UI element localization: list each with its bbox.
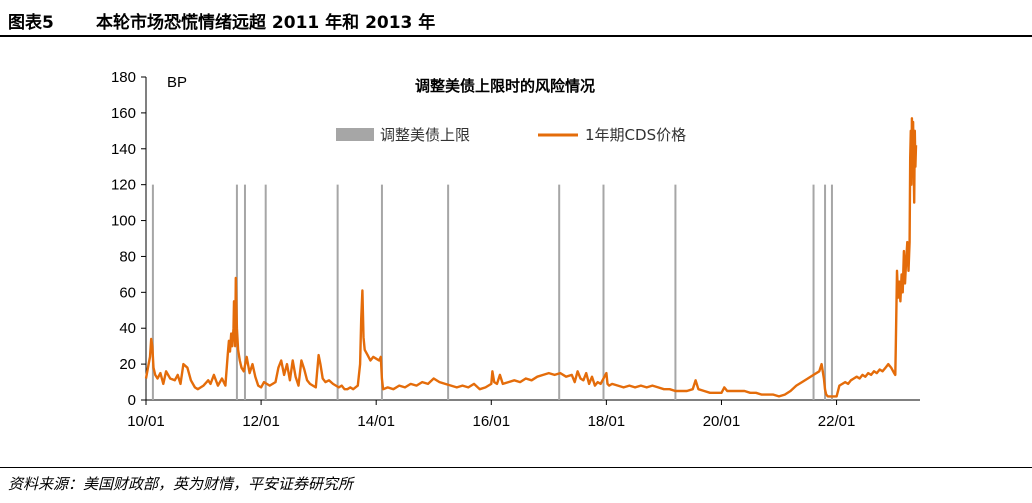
x-tick-label: 12/01 (242, 413, 280, 430)
y-tick-label: 160 (111, 105, 136, 122)
x-tick-label: 16/01 (473, 413, 511, 430)
x-tick-label: 22/01 (818, 413, 856, 430)
cds-series-line (144, 117, 918, 398)
figure-number: 图表5 (8, 13, 54, 33)
debt-ceiling-bars (151, 184, 833, 400)
chart-title: 调整美债上限时的风险情况 (415, 77, 595, 95)
figure-title: 本轮市场恐慌情绪远超 2011 年和 2013 年 (96, 13, 436, 33)
legend-label-cds: 1年期CDS价格 (585, 126, 686, 144)
x-tick-label: 10/01 (127, 413, 165, 430)
source-footer: 资料来源：美国财政部，英为财情，平安证券研究所 (0, 467, 1032, 497)
x-tick-label: 20/01 (703, 413, 741, 430)
y-tick-label: 80 (119, 248, 136, 265)
x-tick-label: 14/01 (357, 413, 395, 430)
legend-label-debt-ceiling: 调整美债上限 (380, 126, 470, 144)
y-axis-unit-label: BP (167, 74, 187, 91)
cds-debt-ceiling-chart: 0 20 40 60 80 100 120 140 160 180 10/01 12/01 14/01 1… (111, 69, 920, 430)
y-tick-label: 140 (111, 141, 136, 158)
cds-line-layer (144, 117, 918, 398)
source-text: 资料来源：美国财政部，英为财情，平安证券研究所 (8, 475, 354, 493)
y-tick-label: 20 (119, 356, 136, 373)
legend: 调整美债上限 1年期CDS价格 (336, 126, 686, 144)
y-tick-label: 180 (111, 69, 136, 86)
figure-header: 图表5 本轮市场恐慌情绪远超 2011 年和 2013 年 (0, 0, 1032, 37)
y-tick-label: 60 (119, 284, 136, 301)
y-tick-label: 0 (128, 392, 136, 409)
y-tick-label: 120 (111, 177, 136, 194)
y-tick-label: 40 (119, 320, 136, 337)
x-tick-label: 18/01 (588, 413, 626, 430)
axis-layer: 0 20 40 60 80 100 120 140 160 180 10/01 12/01 14/01 1… (111, 69, 920, 430)
y-tick-label: 100 (111, 213, 136, 230)
legend-swatch-debt-ceiling (336, 128, 374, 141)
